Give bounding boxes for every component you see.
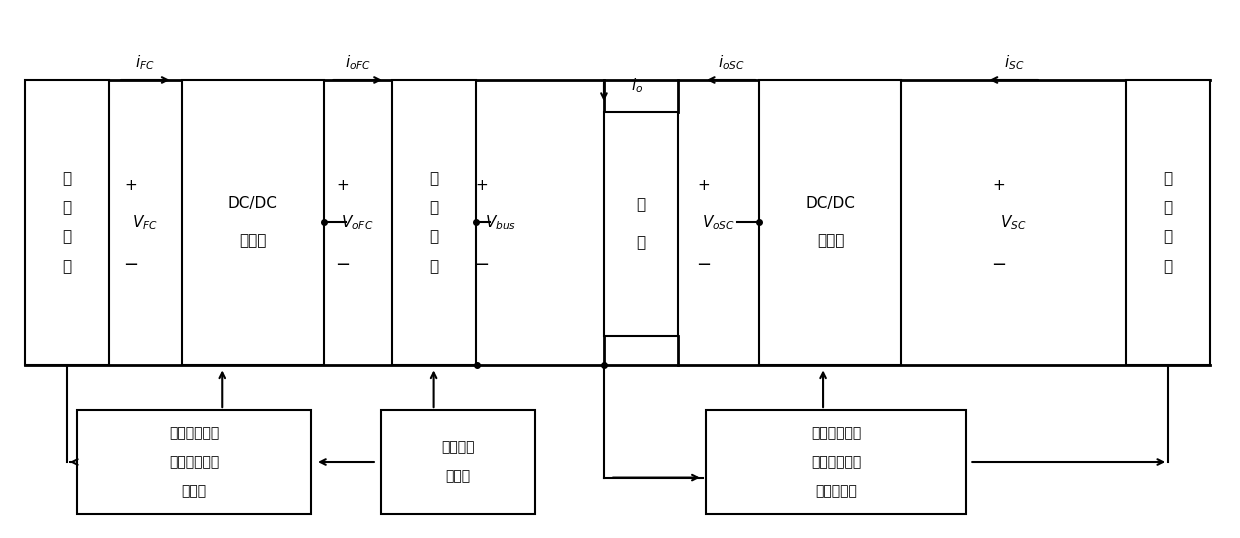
Text: 燃: 燃 — [62, 171, 72, 186]
Text: +: + — [698, 178, 711, 193]
Text: $i_{oSC}$: $i_{oSC}$ — [718, 54, 744, 72]
Text: −: − — [123, 256, 138, 274]
Text: 带过充过放保: 带过充过放保 — [811, 426, 861, 440]
Text: $V_{oFC}$: $V_{oFC}$ — [341, 213, 374, 232]
Text: $V_{SC}$: $V_{SC}$ — [1001, 213, 1027, 232]
Text: 池: 池 — [62, 259, 72, 274]
Bar — [707, 410, 966, 514]
Text: DC/DC: DC/DC — [228, 196, 278, 211]
Text: $V_{FC}$: $V_{FC}$ — [133, 213, 159, 232]
Text: 护的虚拟电容: 护的虚拟电容 — [811, 455, 861, 469]
Text: $V_{bus}$: $V_{bus}$ — [485, 213, 516, 232]
Text: −: − — [474, 256, 490, 274]
Text: 下垂控制器: 下垂控制器 — [815, 484, 857, 498]
Text: 卸: 卸 — [429, 171, 438, 186]
Bar — [381, 410, 534, 514]
Text: 变换器: 变换器 — [817, 233, 844, 249]
Text: DC/DC: DC/DC — [806, 196, 856, 211]
Text: $V_{oSC}$: $V_{oSC}$ — [702, 213, 735, 232]
Bar — [182, 80, 324, 365]
Text: $i_{FC}$: $i_{FC}$ — [135, 54, 155, 72]
Text: +: + — [124, 178, 136, 193]
Text: $i_o$: $i_o$ — [631, 76, 644, 95]
Text: 负: 负 — [636, 197, 646, 213]
Text: $i_{SC}$: $i_{SC}$ — [1003, 54, 1024, 72]
Text: 级: 级 — [1163, 200, 1173, 215]
Text: $i_{oFC}$: $i_{oFC}$ — [345, 54, 371, 72]
Text: 荷: 荷 — [429, 200, 438, 215]
Text: 变换器: 变换器 — [239, 233, 267, 249]
Bar — [77, 410, 311, 514]
Text: 电: 电 — [62, 230, 72, 245]
Bar — [604, 112, 678, 336]
Text: −: − — [697, 256, 712, 274]
Text: 超: 超 — [1163, 171, 1173, 186]
Bar — [392, 80, 476, 365]
Text: 容: 容 — [1163, 259, 1173, 274]
Text: +: + — [475, 178, 489, 193]
Text: 带电压补偿的: 带电压补偿的 — [169, 426, 219, 440]
Text: 电: 电 — [1163, 230, 1173, 245]
Text: 虚拟电阻下垂: 虚拟电阻下垂 — [169, 455, 219, 469]
Text: 电: 电 — [429, 230, 438, 245]
Text: 路: 路 — [429, 259, 438, 274]
Text: −: − — [335, 256, 351, 274]
Bar — [1126, 80, 1210, 365]
Text: 控制器: 控制器 — [445, 470, 470, 484]
Text: 料: 料 — [62, 200, 72, 215]
Text: 卸荷电路: 卸荷电路 — [441, 441, 475, 455]
Text: +: + — [336, 178, 350, 193]
Bar — [25, 80, 109, 365]
Text: 控制器: 控制器 — [181, 484, 207, 498]
Text: +: + — [992, 178, 1006, 193]
Text: −: − — [992, 256, 1007, 274]
Text: 载: 载 — [636, 235, 646, 250]
Bar — [759, 80, 901, 365]
